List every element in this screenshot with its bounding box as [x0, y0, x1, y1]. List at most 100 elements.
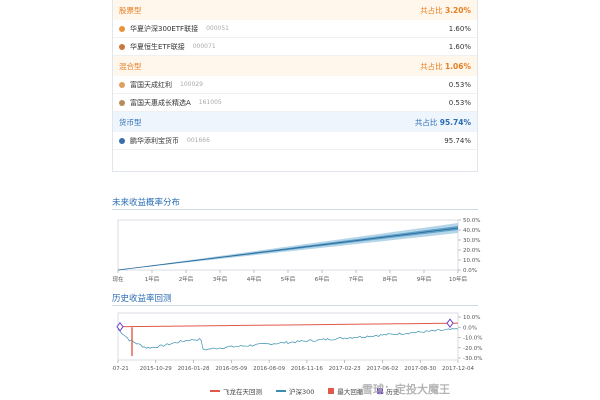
- group-share: 共占比 3.20%: [420, 5, 471, 16]
- group-header: 股票型 共占比 3.20%: [113, 0, 477, 20]
- legend-label: 历史: [386, 388, 400, 396]
- fund-percent: 0.53%: [448, 80, 471, 89]
- future-chart-title: 未来收益概率分布: [112, 198, 181, 208]
- legend-line-icon: [276, 390, 286, 392]
- fund-percent: 95.74%: [444, 136, 471, 145]
- future-plot-area: [117, 219, 459, 271]
- legend-square-icon: [377, 388, 384, 394]
- fund-row[interactable]: 鹏华添利宝货币 001666 95.74%: [113, 132, 477, 150]
- fund-name[interactable]: 富国天惠成长精选A: [130, 98, 191, 107]
- history-y-tick-label: 10.0%: [463, 315, 480, 321]
- future-x-tick-label: 现在: [112, 275, 124, 283]
- group-share-label: 共占比: [420, 5, 445, 15]
- future-y-tick-label: 40.0%: [463, 228, 480, 234]
- history-legend: 飞龙在天回测 沪深300 最大回撤 历史: [210, 386, 399, 396]
- group-header: 混合型 共占比 1.06%: [113, 56, 477, 76]
- future-x-tick-label: 3年后: [213, 275, 228, 283]
- fund-info: 富国天惠成长精选A 161005: [119, 98, 222, 108]
- fund-info: 鹏华添利宝货币 001666: [119, 136, 210, 146]
- future-y-tick-label: 30.0%: [463, 238, 480, 244]
- history-x-tick-label: 2017-12-04: [442, 366, 474, 372]
- future-probability-core-band: [118, 226, 458, 270]
- fund-color-dot-icon: [119, 81, 125, 88]
- legend-item[interactable]: 沪深300: [276, 386, 314, 396]
- fund-color-dot-icon: [119, 99, 125, 106]
- history-x-tick-label: 2017-02-23: [329, 366, 361, 372]
- future-x-tick-label: 6年后: [315, 275, 330, 283]
- fund-code: 001666: [187, 137, 210, 144]
- history-y-tick-label: -20.0%: [463, 346, 482, 352]
- fund-percent: 1.60%: [448, 24, 471, 33]
- group-name: 货币型: [119, 117, 142, 127]
- history-y-tick-label: -30.0%: [463, 356, 482, 362]
- future-y-tick-label: 10.0%: [463, 258, 480, 264]
- history-x-tick-label: 2016-01-28: [178, 366, 210, 372]
- future-median-line: [117, 227, 459, 271]
- fund-info: 华夏沪深300ETF联接 000051: [119, 24, 229, 34]
- history-chart: 10.0% 0.0% -10.0% -20.0% -30.0% 5-07-21 2015-1…: [107, 310, 487, 384]
- group-share-label: 共占比: [414, 117, 440, 127]
- history-x-tick-label: 2016-08-09: [253, 366, 285, 372]
- group-share-label: 共占比: [420, 61, 445, 71]
- history-y-tick-label: -10.0%: [463, 336, 482, 342]
- fund-row[interactable]: 华夏恒生ETF联接 000071 1.60%: [113, 38, 477, 56]
- group-share-value: 3.20%: [444, 5, 471, 15]
- group-share-value: 1.06%: [444, 61, 471, 71]
- history-x-tick-label: 2017-06-02: [366, 366, 398, 372]
- fund-row[interactable]: 富国天惠成长精选A 161005 0.53%: [113, 94, 477, 112]
- group-share-value: 95.74%: [439, 117, 471, 127]
- group-name: 股票型: [119, 5, 142, 15]
- fund-info: 华夏恒生ETF联接 000071: [119, 42, 216, 52]
- legend-label: 飞龙在天回测: [223, 388, 262, 396]
- future-x-tick-label: 9年后: [417, 275, 432, 283]
- future-y-tick-label: 50.0%: [463, 218, 480, 224]
- backtest-line: [117, 322, 459, 328]
- legend-label: 沪深300: [289, 388, 315, 396]
- fund-code: 000051: [206, 25, 229, 32]
- fund-row[interactable]: 华夏沪深300ETF联接 000051 1.60%: [113, 20, 477, 38]
- history-chart-title-underline: [112, 305, 478, 306]
- fund-code: 161005: [198, 99, 222, 106]
- fund-row[interactable]: 富国天成红利 100029 0.53%: [113, 76, 477, 94]
- history-x-tick-label: 2016-05-09: [215, 366, 247, 372]
- history-x-tick-label: 2015-10-29: [140, 366, 172, 372]
- group-name: 混合型: [119, 61, 142, 71]
- fund-percent: 0.53%: [448, 98, 471, 107]
- future-y-tick-label: 20.0%: [463, 248, 480, 254]
- fund-code: 100029: [180, 81, 203, 88]
- future-chart: 现在 1年后 2年后 3年后 4年后 5年后 6年后 7年后 8年后 9年后 10年后 50.0% 40…: [112, 214, 487, 292]
- fund-name[interactable]: 富国天成红利: [130, 80, 172, 89]
- future-x-tick-label: 2年后: [179, 275, 194, 283]
- future-x-tick-label: 10年后: [449, 275, 467, 283]
- future-x-tick-label: 4年后: [247, 275, 262, 283]
- history-chart-title: 历史收益率回测: [112, 294, 172, 304]
- future-probability-band: [118, 223, 458, 270]
- future-x-tick-label: 5年后: [281, 275, 296, 283]
- future-x-tick-label: 8年后: [383, 275, 398, 283]
- allocation-panel: 股票型 共占比 3.20% 华夏沪深300ETF联接 000051 1.60% 华夏恒生E…: [112, 0, 478, 172]
- fund-percent: 1.60%: [448, 42, 471, 51]
- fund-color-dot-icon: [119, 25, 125, 32]
- legend-square-icon: [328, 388, 335, 394]
- history-x-tick-label: 2017-08-30: [404, 366, 436, 372]
- group-header: 货币型 共占比 95.74%: [113, 112, 477, 132]
- history-y-tick-label: 0.0%: [463, 325, 477, 331]
- fund-name[interactable]: 鹏华添利宝货币: [130, 136, 179, 145]
- fund-code: 000071: [192, 43, 216, 50]
- group-share: 共占比 1.06%: [420, 61, 471, 72]
- index-line: [117, 328, 459, 351]
- history-point-diamond-icon: [116, 321, 124, 332]
- legend-item[interactable]: 飞龙在天回测: [210, 386, 262, 396]
- fund-name[interactable]: 华夏沪深300ETF联接: [130, 24, 199, 33]
- legend-item[interactable]: 最大回撤: [328, 386, 363, 396]
- future-y-tick-label: 0.0%: [463, 268, 477, 274]
- fund-color-dot-icon: [119, 43, 125, 50]
- future-x-tick-label: 7年后: [349, 275, 364, 283]
- legend-line-icon: [210, 390, 220, 392]
- history-x-tick-label: 5-07-21: [112, 366, 129, 372]
- legend-item[interactable]: 历史: [377, 386, 399, 396]
- fund-color-dot-icon: [119, 137, 125, 144]
- fund-name[interactable]: 华夏恒生ETF联接: [130, 42, 185, 51]
- future-x-tick-label: 1年后: [145, 275, 160, 283]
- future-chart-title-underline: [112, 209, 478, 210]
